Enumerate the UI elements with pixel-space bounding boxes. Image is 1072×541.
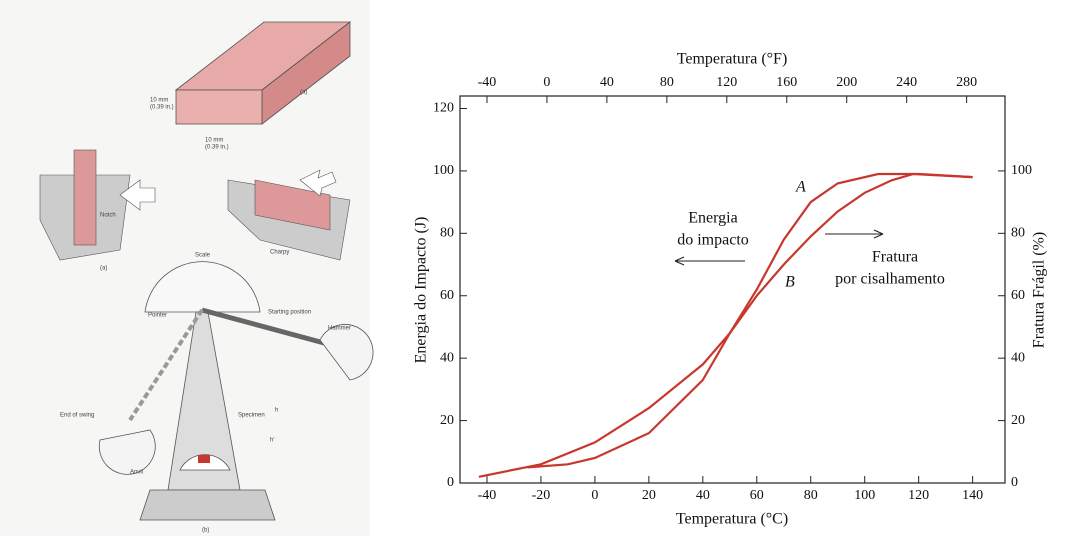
x-tick-label: 120 xyxy=(908,488,929,503)
y2-tick-label: 0 xyxy=(1011,475,1018,490)
annotation: Energia xyxy=(688,210,737,227)
y-tick-label: 120 xyxy=(433,101,454,116)
charpy-diagram: 10 mm (0.39 in.) 10 mm (0.39 in.) (a) No… xyxy=(0,0,373,536)
label: Scale xyxy=(195,253,211,259)
label: (a) xyxy=(100,266,107,272)
label: Anvil xyxy=(130,470,143,476)
label: 10 mm xyxy=(205,138,223,144)
label: 10 mm xyxy=(150,98,168,104)
y2-axis-title: Fratura Frágil (%) xyxy=(1031,232,1048,348)
bar-front xyxy=(176,90,262,124)
x2-tick-label: 120 xyxy=(716,75,737,90)
label: Specimen xyxy=(238,413,265,419)
x2-tick-label: -40 xyxy=(478,75,497,90)
specimen xyxy=(198,455,210,463)
label: Hammer xyxy=(328,326,351,332)
chart: Temperatura (°F) Temperatura (°C) Energi… xyxy=(413,51,1048,528)
base xyxy=(140,490,275,520)
label: End of swing xyxy=(60,413,94,419)
label: Charpy xyxy=(270,250,289,256)
label: (a) xyxy=(300,90,307,96)
x2-tick-label: 240 xyxy=(896,75,917,90)
y2-tick-label: 60 xyxy=(1011,288,1025,303)
x2-tick-label: 0 xyxy=(543,75,550,90)
x-tick-label: -20 xyxy=(532,488,551,503)
specimen-vertical xyxy=(74,150,96,245)
y-tick-label: 100 xyxy=(433,163,454,178)
annotation: Fratura xyxy=(872,249,918,266)
page: 10 mm (0.39 in.) 10 mm (0.39 in.) (a) No… xyxy=(0,0,1072,536)
x2-tick-label: 280 xyxy=(956,75,977,90)
label: (b) xyxy=(202,528,209,534)
x2-tick-label: 160 xyxy=(776,75,797,90)
x-tick-label: -40 xyxy=(478,488,497,503)
y-tick-label: 20 xyxy=(440,413,454,428)
y-tick-label: 40 xyxy=(440,350,454,365)
curve xyxy=(528,174,973,467)
y-tick-label: 60 xyxy=(440,288,454,303)
y2-tick-label: 40 xyxy=(1011,350,1025,365)
x-tick-label: 80 xyxy=(804,488,818,503)
y2-tick-label: 80 xyxy=(1011,226,1025,241)
y-tick-label: 80 xyxy=(440,226,454,241)
x-tick-label: 60 xyxy=(750,488,764,503)
y-axis-title: Energia do Impacto (J) xyxy=(413,217,430,364)
x-axis-title: Temperatura (°C) xyxy=(676,511,788,528)
label: (0.39 in.) xyxy=(150,105,174,111)
label: h' xyxy=(270,438,274,444)
x2-tick-label: 80 xyxy=(660,75,674,90)
curve-label: A xyxy=(795,179,806,196)
x-tick-label: 100 xyxy=(854,488,875,503)
plot-frame xyxy=(460,96,1005,483)
annotation: por cisalhamento xyxy=(835,271,945,288)
x-tick-label: 0 xyxy=(591,488,598,503)
annotation: do impacto xyxy=(677,232,749,249)
label: h xyxy=(275,408,278,414)
label: Notch xyxy=(100,213,116,219)
top-axis-title: Temperatura (°F) xyxy=(677,51,788,68)
curve-label: B xyxy=(785,274,795,291)
x-tick-label: 20 xyxy=(642,488,656,503)
label: Starting position xyxy=(268,310,311,316)
label: (0.39 in.) xyxy=(205,145,229,151)
y-tick-label: 0 xyxy=(447,475,454,490)
label: Pointer xyxy=(148,313,167,319)
x-tick-label: 40 xyxy=(696,488,710,503)
arrow-left xyxy=(675,257,745,265)
x-tick-label: 140 xyxy=(962,488,983,503)
y2-tick-label: 100 xyxy=(1011,163,1032,178)
x2-tick-label: 40 xyxy=(600,75,614,90)
y2-tick-label: 20 xyxy=(1011,413,1025,428)
arrow-right xyxy=(825,230,883,238)
x2-tick-label: 200 xyxy=(836,75,857,90)
